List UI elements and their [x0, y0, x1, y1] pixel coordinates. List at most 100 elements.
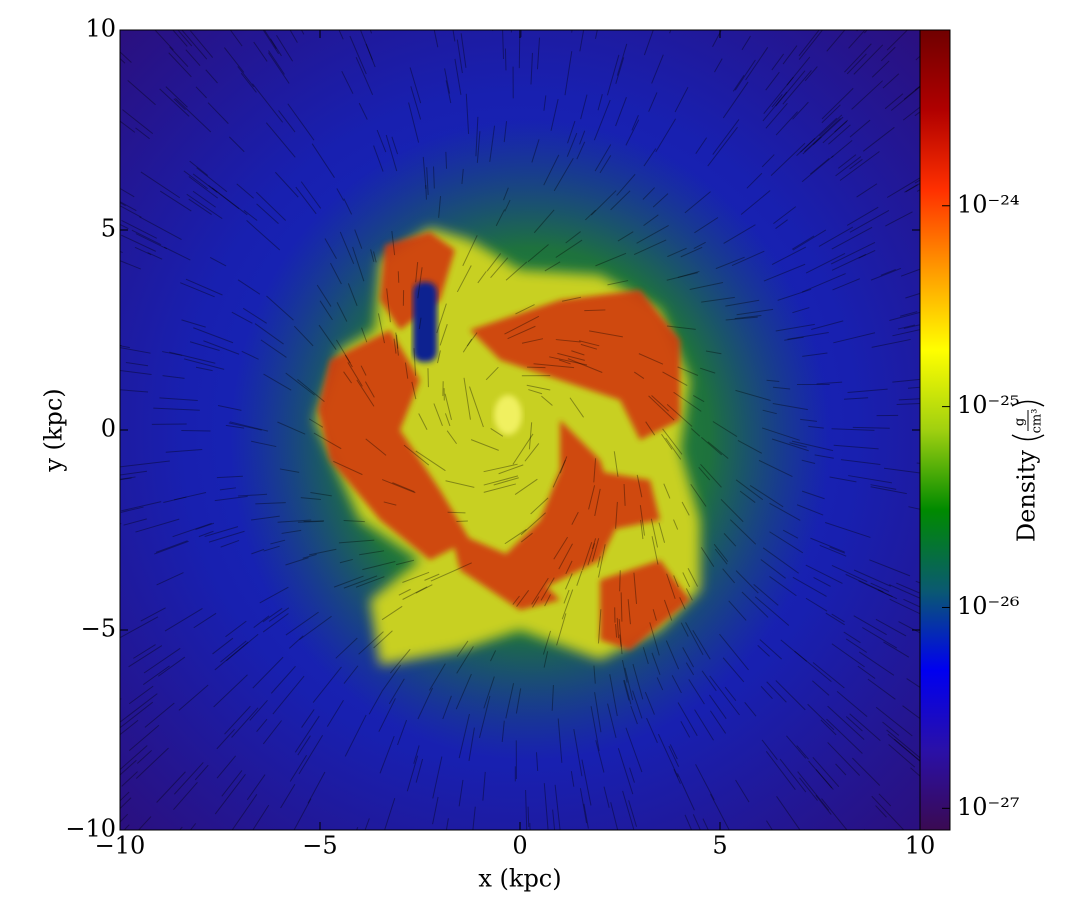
streak: [700, 367, 716, 374]
streak: [378, 698, 396, 732]
streak: [559, 456, 568, 474]
streak: [902, 106, 920, 121]
streak: [470, 439, 499, 451]
streak: [807, 703, 835, 731]
streak: [579, 130, 586, 145]
streak: [313, 432, 342, 450]
streak: [456, 520, 468, 523]
streak: [606, 54, 620, 96]
streak: [344, 714, 367, 757]
streak: [532, 596, 540, 608]
streak: [705, 350, 722, 355]
streak: [430, 568, 459, 582]
streak: [528, 422, 533, 450]
streak: [701, 670, 717, 692]
streak: [570, 771, 575, 787]
streak: [667, 247, 687, 258]
streak: [520, 30, 522, 38]
streak: [844, 43, 872, 73]
streak: [762, 91, 788, 122]
streak: [178, 684, 209, 711]
streak: [533, 363, 575, 369]
streak: [303, 520, 325, 523]
streak: [120, 766, 121, 768]
streak: [120, 745, 148, 771]
streak: [830, 241, 876, 265]
streak: [632, 690, 643, 719]
streak: [266, 295, 294, 321]
streak: [813, 577, 831, 587]
streak: [319, 300, 333, 321]
streak: [462, 338, 473, 353]
streak: [455, 673, 472, 710]
streak: [277, 421, 306, 435]
streak: [418, 317, 422, 330]
streak: [411, 381, 417, 400]
streak: [663, 483, 671, 499]
streak: [189, 341, 220, 351]
streak: [615, 96, 627, 127]
streak: [826, 718, 863, 754]
streak: [624, 667, 634, 701]
streak: [598, 544, 606, 578]
streak: [858, 580, 893, 598]
streak: [347, 283, 358, 306]
streak: [623, 679, 632, 705]
streak: [552, 809, 556, 830]
density-image: [120, 30, 920, 830]
streak: [398, 588, 411, 596]
streak: [593, 99, 611, 141]
streak: [812, 756, 840, 788]
streak: [533, 209, 555, 234]
y-tick-label: 5: [101, 215, 116, 243]
streak: [259, 586, 289, 604]
streak: [208, 184, 240, 210]
streak: [685, 622, 704, 656]
streak: [172, 522, 212, 538]
streak: [466, 332, 478, 347]
streak: [722, 568, 736, 584]
streak: [905, 292, 920, 299]
streak: [417, 687, 434, 720]
paren: [1011, 434, 1045, 441]
streak: [648, 92, 658, 112]
streak: [805, 252, 846, 274]
streak: [343, 371, 353, 384]
streak: [609, 674, 618, 717]
streak: [620, 592, 623, 622]
streak: [801, 490, 825, 500]
streak: [281, 529, 302, 534]
streak: [120, 476, 136, 480]
streak: [571, 511, 579, 525]
streak: [183, 170, 208, 190]
streak: [242, 307, 267, 324]
streak: [512, 433, 534, 465]
streak: [184, 358, 225, 370]
streak: [135, 127, 150, 140]
streak: [531, 577, 549, 605]
streak: [831, 613, 845, 623]
streak: [278, 110, 296, 133]
streak: [723, 533, 737, 547]
streak: [906, 678, 920, 689]
streak: [240, 72, 257, 93]
streak: [569, 397, 584, 418]
streak: [773, 206, 797, 225]
streak: [831, 428, 875, 431]
streak: [529, 822, 531, 830]
streak: [905, 182, 920, 193]
streak: [871, 60, 890, 78]
streak: [848, 475, 892, 484]
streak: [657, 733, 679, 778]
streak: [553, 536, 569, 560]
streak: [553, 157, 574, 192]
streak: [341, 70, 354, 94]
streak: [173, 98, 186, 111]
streak: [469, 386, 484, 428]
streak: [710, 793, 730, 830]
streak: [796, 504, 824, 516]
streak: [255, 502, 286, 505]
streak: [797, 771, 830, 811]
streak: [228, 136, 245, 153]
streak: [456, 640, 469, 657]
